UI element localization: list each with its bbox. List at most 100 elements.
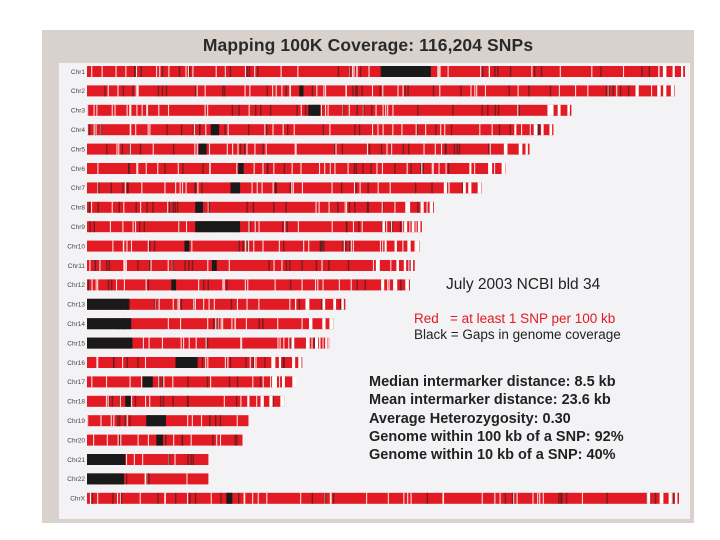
- chromosome-label-chr15: Chr15: [67, 340, 85, 347]
- marker-tick: [288, 337, 290, 349]
- marker-tick: [115, 66, 117, 77]
- marker-tick: [244, 66, 247, 77]
- marker-tick: [407, 85, 409, 97]
- marker-tick: [223, 85, 226, 97]
- marker-tick: [279, 337, 281, 349]
- marker-tick: [191, 260, 194, 271]
- marker-tick: [168, 454, 170, 465]
- marker-tick: [410, 492, 412, 504]
- marker-tick: [93, 221, 96, 233]
- marker-tick: [188, 337, 190, 349]
- chromosome-bar-chr11: [87, 260, 415, 271]
- marker-tick: [392, 104, 394, 116]
- marker-tick: [371, 124, 374, 136]
- marker-tick: [361, 85, 363, 97]
- marker-tick: [110, 279, 113, 291]
- marker-tick: [215, 318, 217, 330]
- marker-tick: [226, 143, 228, 155]
- marker-tick: [112, 492, 114, 504]
- marker-tick: [229, 66, 232, 77]
- marker-tick: [249, 85, 251, 97]
- marker-tick: [96, 357, 98, 368]
- marker-tick: [258, 318, 260, 330]
- marker-tick: [190, 454, 192, 465]
- marker-tick: [375, 104, 377, 116]
- marker-tick: [198, 124, 201, 136]
- marker-tick: [213, 318, 215, 330]
- marker-tick: [328, 260, 330, 271]
- marker-tick: [149, 240, 151, 252]
- marker-tick: [426, 492, 429, 504]
- marker-tick: [188, 260, 190, 271]
- marker-tick: [105, 376, 108, 388]
- marker-tick: [600, 66, 602, 77]
- marker-tick: [641, 66, 643, 77]
- chromosome-label-chr9: Chr9: [71, 224, 85, 231]
- coverage-gap-chr21: [87, 454, 126, 465]
- chromosome-bar-chrx: [87, 492, 680, 504]
- marker-tick: [167, 318, 169, 330]
- marker-tick: [147, 473, 150, 485]
- marker-tick: [265, 124, 268, 136]
- tail-gap: [405, 279, 409, 291]
- tail-gap: [292, 376, 297, 388]
- chromosome-label-chr20: Chr20: [67, 437, 85, 444]
- marker-tick: [345, 221, 348, 233]
- tail-gap: [663, 85, 667, 97]
- marker-tick: [87, 415, 89, 427]
- marker-tick: [488, 143, 490, 155]
- marker-tick: [126, 357, 128, 368]
- marker-tick: [262, 318, 264, 330]
- marker-tick: [246, 240, 248, 252]
- marker-tick: [214, 415, 217, 427]
- marker-tick: [159, 395, 162, 407]
- marker-tick: [323, 85, 325, 97]
- marker-tick: [456, 143, 459, 155]
- marker-tick: [232, 143, 234, 155]
- marker-tick: [252, 376, 254, 388]
- marker-tick: [284, 221, 286, 233]
- marker-tick: [220, 492, 222, 504]
- marker-tick: [198, 279, 200, 291]
- marker-tick: [337, 201, 339, 213]
- marker-tick: [124, 260, 126, 271]
- marker-tick: [122, 85, 125, 97]
- stat-avg-heterozygosity: Average Heterozygosity: 0.30: [369, 410, 571, 427]
- marker-tick: [137, 357, 139, 368]
- marker-tick: [137, 163, 139, 174]
- marker-tick: [129, 143, 131, 155]
- marker-tick: [145, 163, 147, 174]
- marker-tick: [417, 104, 419, 116]
- marker-tick: [301, 318, 303, 330]
- marker-tick: [262, 376, 264, 388]
- stat-median-intermarker: Median intermarker distance: 8.5 kb: [369, 374, 616, 390]
- tail-gap: [477, 182, 482, 194]
- tail-gap: [525, 143, 528, 155]
- marker-tick: [126, 104, 128, 116]
- marker-tick: [231, 318, 233, 330]
- chromosome-bar-chr3: [87, 104, 572, 116]
- marker-tick: [431, 163, 433, 174]
- marker-tick: [175, 182, 177, 194]
- tail-gap: [489, 163, 493, 174]
- marker-tick: [423, 143, 425, 155]
- marker-tick: [282, 124, 284, 136]
- coverage-gap-chr13: [87, 298, 129, 310]
- marker-tick: [220, 318, 222, 330]
- marker-tick: [246, 201, 248, 213]
- marker-tick: [281, 85, 283, 97]
- marker-tick: [118, 143, 120, 155]
- marker-tick: [415, 221, 417, 233]
- marker-tick: [254, 66, 256, 77]
- chromosome-label-chr10: Chr10: [67, 243, 85, 250]
- tail-gap: [394, 279, 398, 291]
- marker-tick: [531, 66, 533, 77]
- marker-tick: [139, 221, 141, 233]
- marker-tick: [137, 260, 139, 271]
- marker-tick: [516, 492, 518, 504]
- marker-tick: [439, 85, 441, 97]
- marker-tick: [460, 85, 462, 97]
- marker-tick: [382, 85, 384, 97]
- marker-tick: [158, 104, 160, 116]
- marker-tick: [133, 454, 135, 465]
